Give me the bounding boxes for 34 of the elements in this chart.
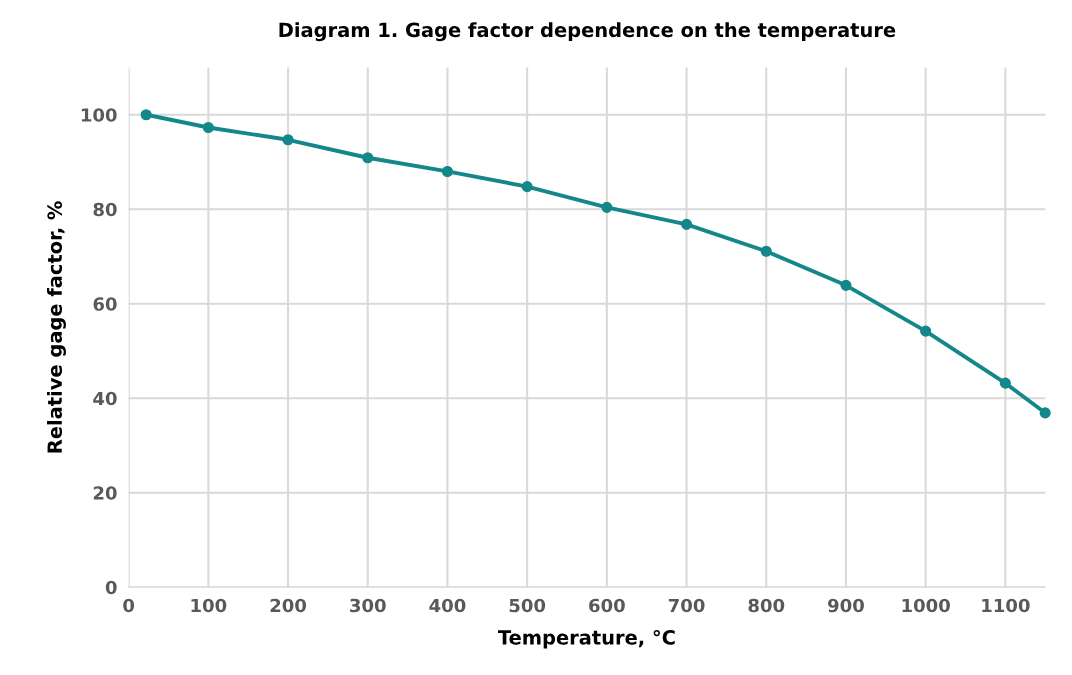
x-tick-label: 600: [589, 598, 625, 613]
point: [521, 181, 533, 193]
point: [441, 165, 453, 178]
x-tick-label: 900: [828, 598, 864, 613]
point: [140, 109, 152, 121]
point: [680, 218, 693, 230]
y-tick-label: 40: [93, 391, 117, 406]
x-tick-label: 400: [429, 598, 466, 613]
point: [840, 279, 852, 291]
y-tick-label: 0: [105, 580, 117, 595]
point: [282, 134, 294, 146]
x-tick-label: 100: [191, 598, 227, 613]
x-tick-label: 1000: [902, 598, 950, 613]
y-axis-title: Relative gage factor, %: [46, 201, 66, 453]
x-tick-label: 200: [270, 598, 307, 613]
x-tick-label: 300: [350, 598, 386, 613]
y-tick-label: 60: [93, 297, 117, 311]
x-tick-label: 1100: [982, 598, 1030, 613]
x-tick-label: 500: [509, 598, 546, 613]
point: [202, 121, 214, 134]
chart-title: Diagram 1. Gage factor dependence on the temperature: [279, 22, 896, 42]
y-tick-label: 100: [81, 108, 117, 122]
point: [760, 245, 772, 257]
x-tick-label: 700: [668, 598, 705, 613]
x-axis-title: Temperature, °C: [498, 629, 675, 649]
point: [999, 377, 1011, 389]
point: [362, 152, 374, 164]
point: [920, 325, 932, 337]
x-tick-label: 800: [748, 598, 785, 613]
y-tick-label: 80: [93, 202, 117, 217]
y-tick-label: 20: [93, 486, 117, 500]
x-tick-label: 0: [123, 598, 135, 613]
point: [601, 201, 613, 213]
point: [1039, 407, 1051, 419]
